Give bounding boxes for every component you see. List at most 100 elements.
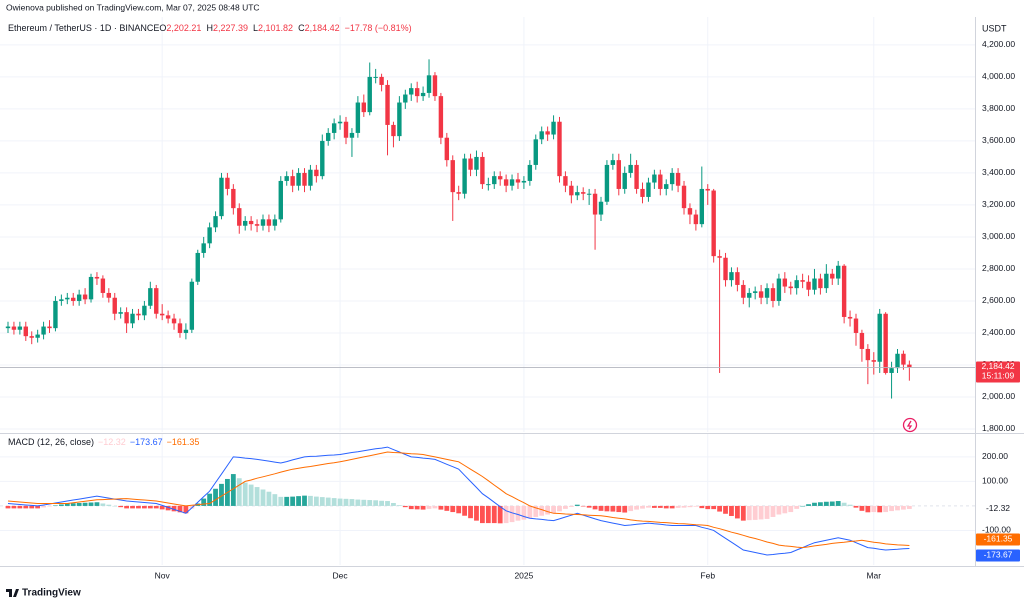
histogram-bar (361, 499, 367, 506)
histogram-bar (391, 502, 396, 506)
signal-legend-value: −161.35 (167, 437, 200, 447)
candle-body (165, 315, 171, 319)
indicator-tag: -173.67 (984, 550, 1013, 560)
histogram-bar (177, 505, 183, 513)
candle-body (130, 313, 135, 324)
candle-body (806, 281, 811, 290)
histogram-bar (94, 502, 100, 506)
histogram-bar (402, 505, 408, 508)
histogram-bar (183, 505, 189, 514)
histogram-bar (468, 505, 473, 519)
indicator-tag-box (976, 549, 1020, 562)
candle-body (545, 131, 550, 135)
candle-body (59, 299, 64, 301)
candle-body (337, 121, 343, 124)
histogram-bar (47, 505, 52, 507)
histogram-bar (17, 505, 23, 509)
candle-body (557, 121, 562, 177)
histogram-bar (729, 505, 734, 516)
candle-body (598, 201, 604, 215)
histogram-bar (153, 505, 159, 509)
candle-body (812, 278, 817, 290)
candle-body (486, 184, 491, 186)
candle-body (41, 326, 46, 335)
candle-body (118, 312, 123, 314)
candle-body (569, 185, 574, 196)
histogram-bar (551, 505, 556, 514)
candle-body (581, 192, 586, 194)
histogram-bar (254, 487, 260, 506)
y-tick-label: 3,800.00 (982, 103, 1015, 113)
candle-body (646, 182, 651, 197)
histogram-bar (746, 505, 752, 521)
histogram-bar (100, 503, 106, 506)
histogram-bar (883, 505, 889, 513)
histogram-bar (628, 505, 634, 512)
candle-body (841, 265, 847, 317)
x-tick-label: 2025 (514, 570, 533, 580)
candle-body (865, 348, 871, 361)
candle-body (800, 280, 805, 282)
histogram-bar (693, 505, 699, 507)
x-tick-label: Nov (155, 570, 171, 580)
x-tick-label: Mar (866, 570, 881, 580)
histogram-bar (23, 505, 29, 509)
candle-body (515, 179, 521, 183)
candle-body (492, 176, 497, 185)
histogram-bar (877, 505, 883, 513)
histogram-bar (491, 505, 497, 524)
histogram-bar (266, 491, 272, 506)
y-tick-label: 3,400.00 (982, 167, 1015, 177)
histogram-bar (260, 489, 266, 506)
candle-body (836, 265, 841, 279)
grid (0, 17, 975, 565)
candle-body (361, 102, 366, 113)
histogram-bar (598, 505, 604, 511)
candle-body (741, 284, 746, 298)
candle-body (824, 273, 829, 289)
price-tag: 2,184.42 (981, 361, 1014, 371)
plot (0, 59, 975, 556)
histogram-bar (794, 505, 800, 509)
y2-tick-label: 200.00 (982, 451, 1008, 461)
candle-body (154, 288, 159, 314)
histogram-bar (764, 505, 770, 519)
candle-body (604, 164, 610, 202)
candle-body (622, 172, 627, 189)
y-tick-label: 2,400.00 (982, 327, 1015, 337)
histogram-bar (800, 505, 806, 507)
candle-body (331, 123, 337, 133)
brand-name: TradingView (22, 588, 81, 599)
histogram-bar (385, 501, 390, 506)
quote-value: 2,227.39 (213, 23, 248, 33)
histogram-bar (5, 505, 11, 509)
histogram-bar (236, 478, 242, 506)
histogram-bar (171, 505, 177, 512)
histogram-bar (515, 505, 521, 521)
candle-body (717, 256, 722, 258)
candle-body (794, 280, 799, 289)
histogram-bar (414, 505, 420, 510)
histogram-bar (616, 505, 622, 513)
candle-body (88, 276, 94, 300)
candle-body (450, 160, 455, 193)
histogram-bar (829, 501, 835, 506)
candle-body (385, 84, 390, 125)
symbol: Ethereum / TetherUS · 1D · BINANCEO2,202… (8, 23, 412, 33)
histogram-bar (788, 505, 794, 513)
histogram-bar (640, 505, 645, 509)
candle-body (171, 318, 177, 324)
histogram-bar (141, 505, 147, 509)
candle-body (640, 188, 645, 197)
candle-body (290, 176, 295, 186)
candle-body (723, 257, 728, 281)
candle-body (764, 288, 770, 298)
candle-body (284, 176, 289, 181)
histogram-bar (313, 496, 319, 506)
quote-value: 2,184.42 (305, 23, 340, 33)
histogram-bar (580, 505, 586, 507)
histogram-bar (308, 495, 313, 506)
histogram-bar (367, 500, 373, 506)
candle-body (474, 156, 479, 170)
